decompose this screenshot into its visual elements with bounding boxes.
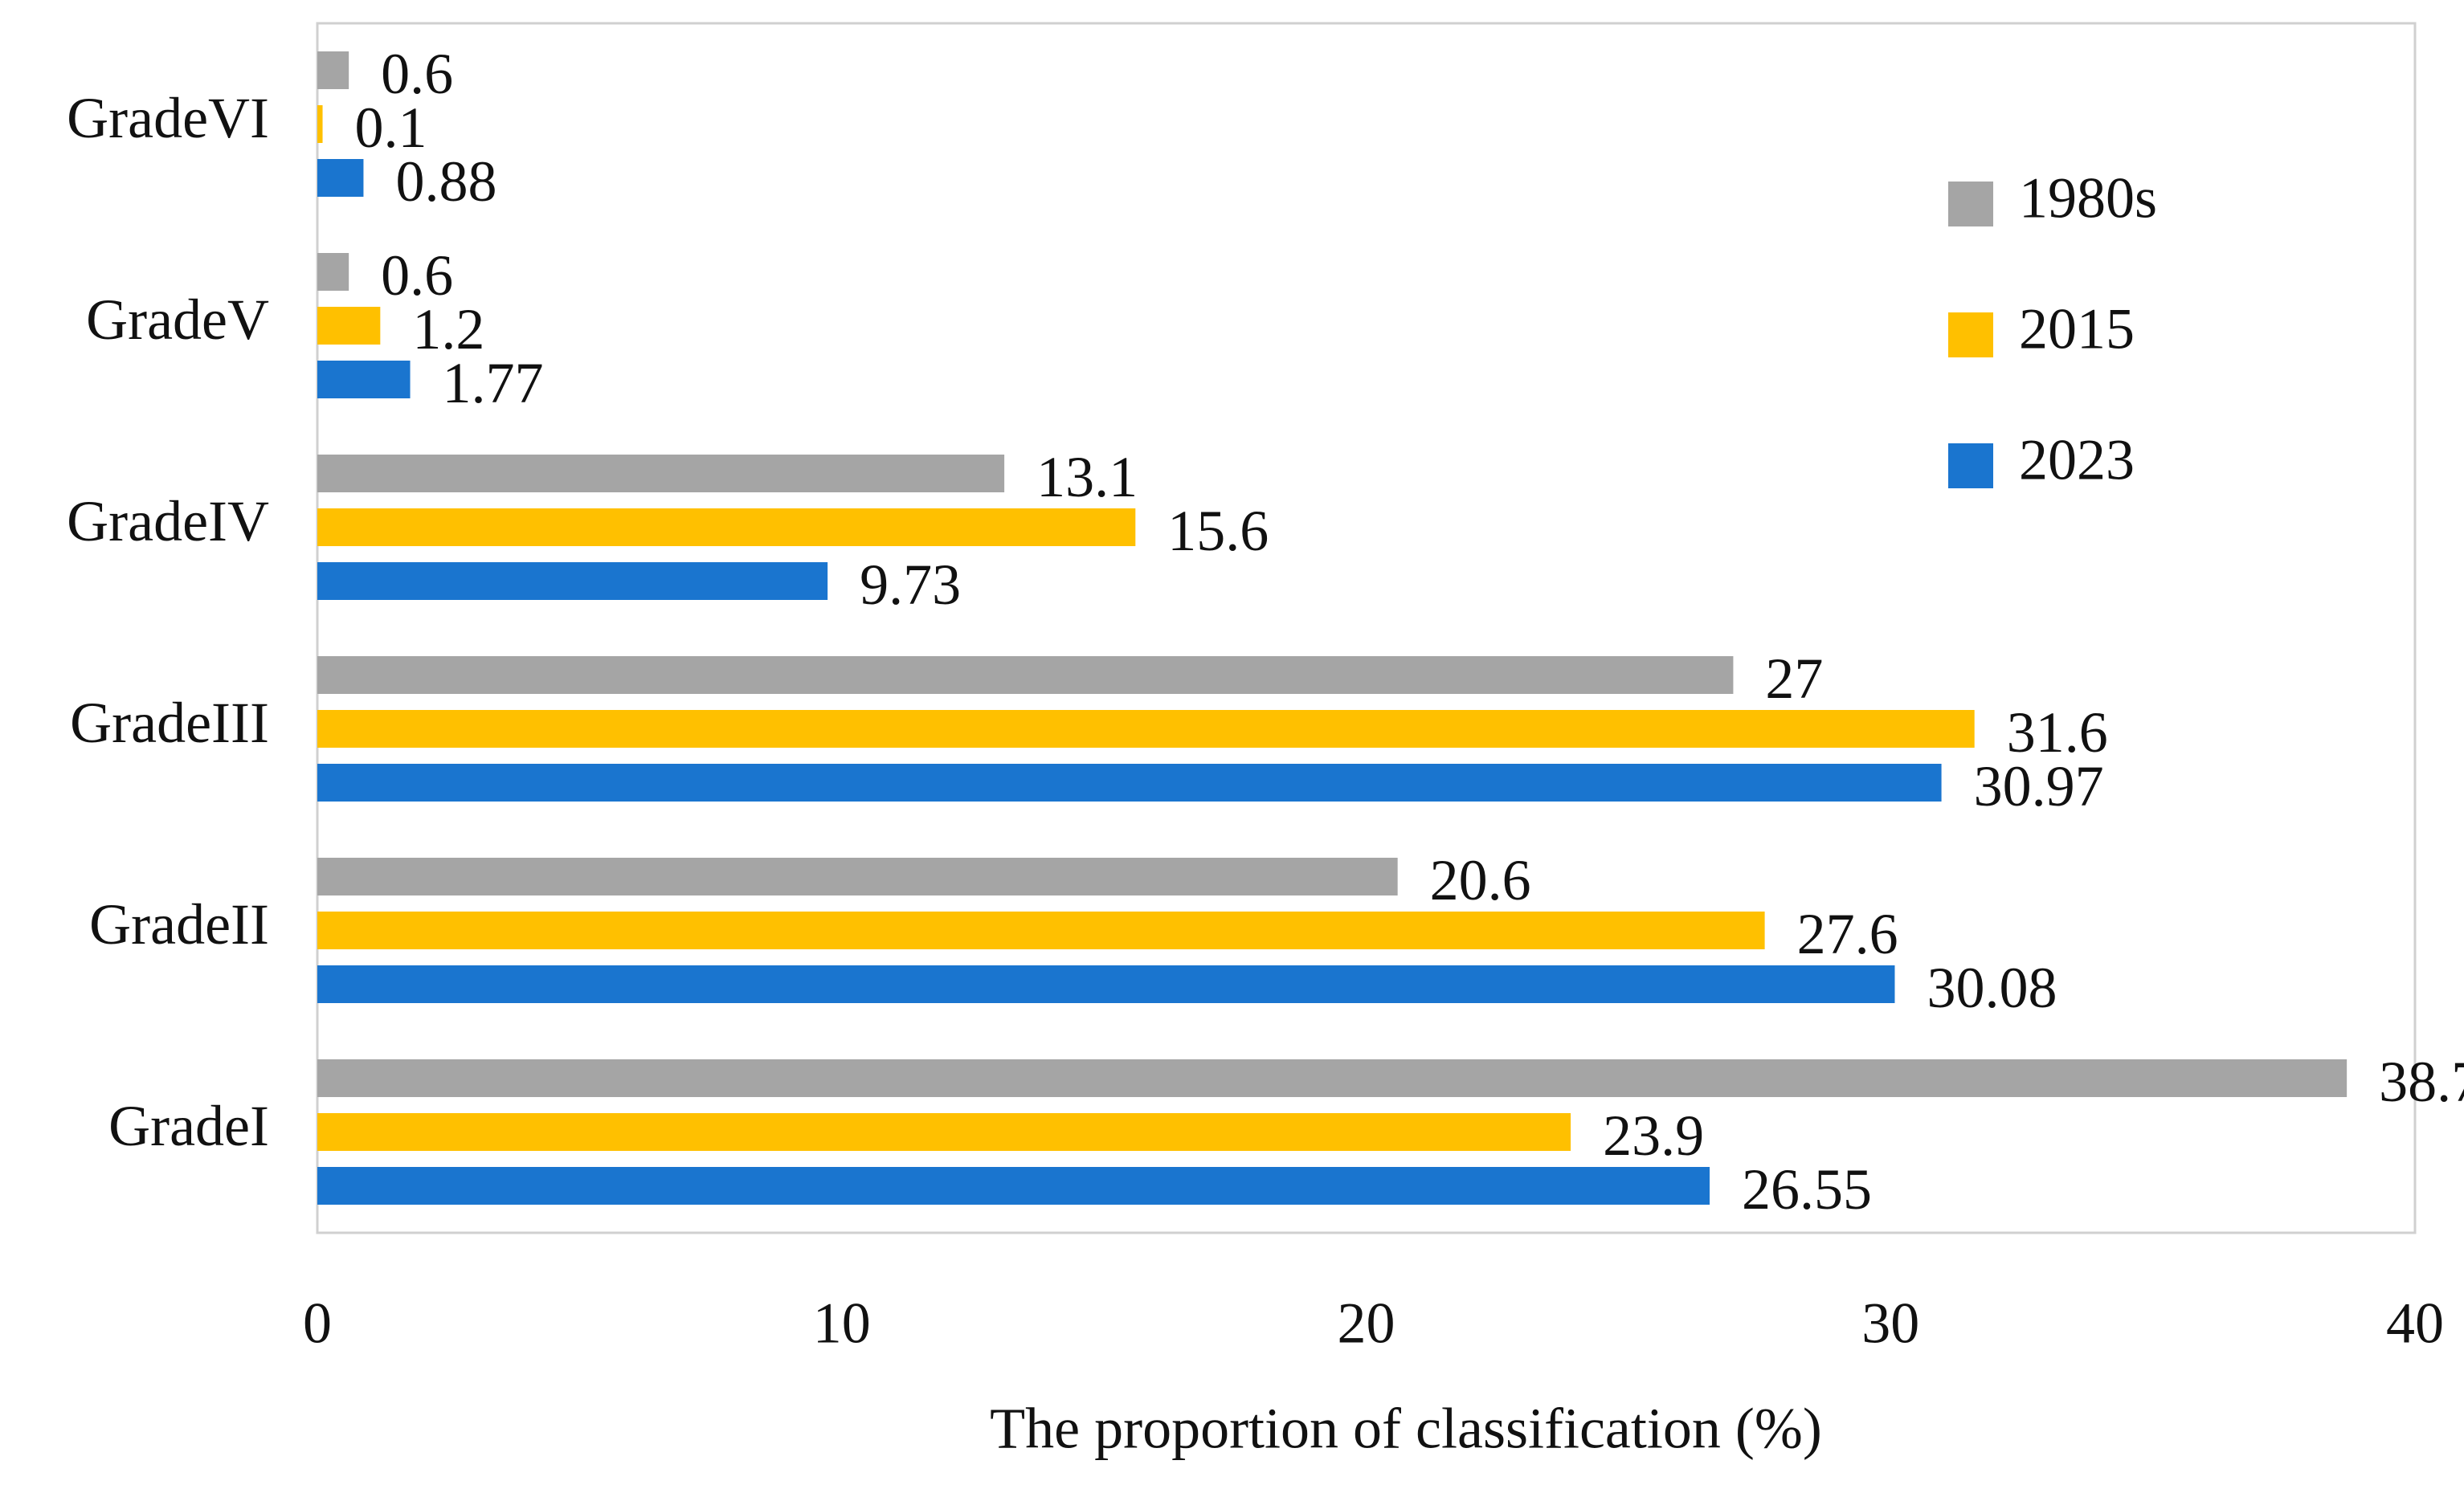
bar — [317, 51, 349, 89]
plot-frame — [316, 22, 2417, 1234]
bar — [317, 455, 1005, 492]
value-label: 38.7 — [2379, 1050, 2464, 1114]
bar — [317, 656, 1734, 694]
value-label: 0.6 — [381, 243, 453, 308]
x-tick-label: 10 — [813, 1291, 871, 1356]
bar — [317, 1059, 2348, 1097]
bar — [317, 508, 1136, 546]
value-label: 0.88 — [395, 149, 496, 214]
legend-swatch — [1948, 182, 1993, 226]
x-tick-label: 20 — [1338, 1291, 1395, 1356]
value-label: 15.6 — [1167, 499, 1269, 563]
bar — [317, 710, 1975, 748]
value-label: 30.97 — [1974, 754, 2104, 818]
value-label: 0.6 — [381, 42, 453, 106]
value-label: 27.6 — [1797, 902, 1898, 966]
value-label: 27 — [1765, 647, 1823, 711]
bar — [317, 307, 381, 345]
bar — [317, 253, 349, 291]
value-label: 1.77 — [443, 351, 544, 415]
value-label: 20.6 — [1430, 848, 1531, 912]
legend-swatch — [1948, 312, 1993, 357]
bar — [317, 361, 411, 398]
bar — [317, 965, 1895, 1003]
legend-label: 2015 — [2019, 297, 2135, 361]
bar — [317, 1113, 1571, 1151]
bar — [317, 159, 364, 197]
x-axis-label: The proportion of classification (%) — [990, 1397, 1822, 1461]
y-tick-label: GradeII — [89, 892, 269, 957]
bar — [317, 764, 1942, 802]
bar — [317, 912, 1765, 949]
value-label: 9.73 — [860, 553, 961, 617]
bar — [317, 858, 1398, 895]
bar — [317, 105, 323, 143]
legend-label: 1980s — [2019, 166, 2157, 230]
value-label: 1.2 — [412, 297, 484, 361]
value-label: 0.1 — [355, 96, 427, 160]
value-label: 13.1 — [1036, 445, 1138, 509]
legend-swatch — [1948, 443, 1993, 488]
y-tick-label: GradeIV — [67, 489, 269, 553]
x-tick-label: 40 — [2386, 1291, 2444, 1356]
x-tick-label: 0 — [303, 1291, 332, 1356]
value-label: 23.9 — [1603, 1103, 1704, 1168]
y-tick-label: GradeI — [108, 1094, 269, 1158]
bar — [317, 562, 828, 600]
legend-label: 2023 — [2019, 428, 2135, 492]
value-label: 31.6 — [2007, 700, 2108, 765]
y-tick-label: GradeVI — [67, 86, 269, 150]
value-label: 30.08 — [1927, 956, 2057, 1020]
y-tick-label: GradeV — [86, 288, 269, 352]
value-label: 26.55 — [1742, 1157, 1872, 1222]
y-tick-label: GradeIII — [70, 691, 269, 755]
x-tick-label: 30 — [1861, 1291, 1919, 1356]
bar — [317, 1167, 1710, 1205]
